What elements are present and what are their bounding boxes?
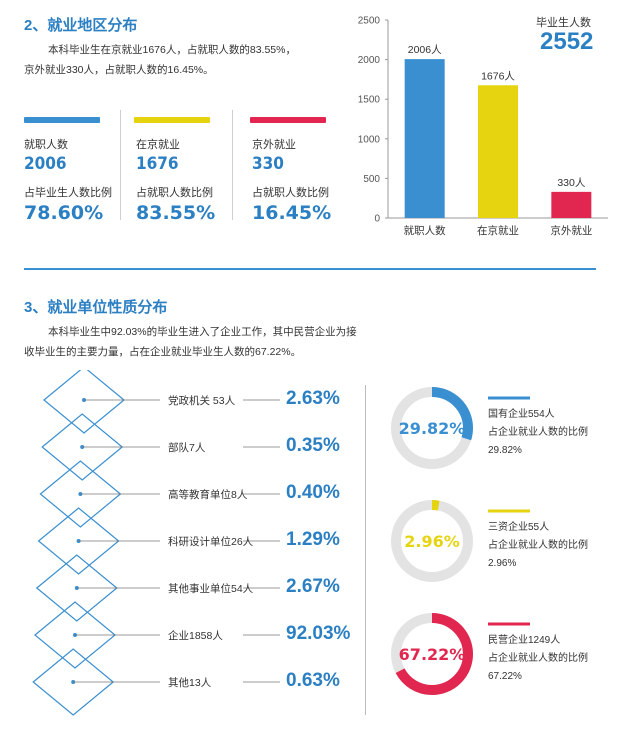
donut-legend-line1: 民营企业1249人 (488, 635, 561, 646)
bar-3 (551, 191, 592, 218)
y-tick-label: 1000 (358, 134, 381, 145)
bar-1 (404, 59, 445, 218)
bar-2 (478, 85, 518, 218)
stat-beijing-ratio-label: 占就职人数比例 (136, 187, 213, 199)
unit-row-label: 高等教育单位8人 (168, 489, 248, 501)
unit-row-label: 部队7人 (168, 442, 206, 454)
right-panel-divider (365, 385, 366, 715)
donut-legend-text: 民营企业1249人占企业就业人数的比例 67.22% (488, 632, 588, 686)
bar-value-label: 330人 (557, 177, 586, 189)
stat-outside-ratio: 16.45% (252, 202, 332, 224)
donut-legend-line3: 67.22% (488, 671, 522, 682)
stat-color-bar-employed (24, 117, 100, 123)
bar-value-label: 1676人 (481, 70, 515, 82)
y-tick-label: 1500 (358, 95, 381, 106)
unit-row-pct: 2.63% (286, 388, 340, 409)
stat-outside-label: 京外就业 (252, 139, 296, 151)
unit-type-diamond-chain (32, 370, 280, 716)
donut-center-pct: 67.22% (399, 645, 466, 664)
unit-row-pct: 2.67% (286, 576, 340, 597)
donut-legend-text: 三资企业55人占企业就业人数的比例 2.96% (488, 519, 588, 573)
y-tick-label: 2000 (358, 55, 381, 66)
donut-legend-line1: 三资企业55人 (488, 522, 550, 533)
stat-color-bar-beijing (134, 117, 210, 123)
enterprise-type-donuts: 29.82% 2.96% 67.22% (391, 387, 530, 695)
unit-row-pct: 0.63% (286, 670, 340, 691)
stat-divider-1 (120, 110, 121, 220)
x-tick-label: 京外就业 (550, 224, 592, 237)
section3-para-line1: 本科毕业生中92.03%的毕业生进入了企业工作，其中民营企业为接 (48, 326, 357, 338)
y-tick-label: 0 (374, 214, 380, 225)
section3-para-line2: 收毕业生的主要力量，占在企业就业毕业生人数的67.22%。 (24, 346, 302, 358)
donut-legend-line1: 国有企业554人 (488, 409, 555, 420)
unit-row-pct: 0.40% (286, 482, 340, 503)
graduates-value: 2552 (540, 28, 594, 55)
x-tick-label: 就职人数 (404, 224, 446, 237)
stat-employed-ratio-label: 占毕业生人数比例 (24, 187, 112, 199)
stat-outside-ratio-label: 占就职人数比例 (252, 187, 329, 199)
stat-beijing-label: 在京就业 (136, 139, 180, 151)
donut-legend-text: 国有企业554人占企业就业人数的比例 29.82% (488, 406, 588, 460)
stat-beijing-value: 1676 (136, 154, 179, 174)
donut-legend-line2: 占企业就业人数的比例 (488, 653, 588, 664)
section2-para-line1: 本科毕业生在京就业1676人，占就职人数的83.55%， (48, 44, 296, 56)
stat-divider-2 (232, 110, 233, 220)
stat-employed-value: 2006 (24, 154, 67, 174)
unit-row-pct: 1.29% (286, 529, 340, 550)
section3-title: 3、就业单位性质分布 (24, 299, 168, 316)
stat-beijing-ratio: 83.55% (136, 202, 216, 224)
unit-row-pct: 92.03% (286, 623, 351, 644)
stat-color-bar-outside (250, 117, 326, 123)
y-tick-label: 500 (363, 174, 380, 185)
donut-legend-line3: 29.82% (488, 445, 522, 456)
donut-legend-line2: 占企业就业人数的比例 (488, 427, 588, 438)
unit-row-pct: 0.35% (286, 435, 340, 456)
x-tick-label: 在京就业 (477, 224, 519, 237)
section2-para-line2: 京外就业330人，占就职人数的16.45%。 (24, 64, 214, 76)
unit-row-label: 其他13人 (168, 677, 212, 689)
donut-value-arc (391, 387, 473, 469)
unit-row-label: 党政机关 53人 (168, 395, 236, 407)
stat-outside-value: 330 (252, 154, 284, 174)
section2-title: 2、就业地区分布 (24, 17, 138, 34)
unit-row-label: 科研设计单位26人 (168, 536, 254, 548)
bar-value-label: 2006人 (408, 44, 442, 56)
donut-center-pct: 29.82% (399, 419, 466, 438)
donut-legend-line3: 2.96% (488, 558, 517, 569)
donut-value-arc (391, 500, 473, 582)
unit-row-label: 其他事业单位54人 (168, 583, 254, 595)
unit-row-label: 企业1858人 (168, 630, 223, 642)
stat-employed-label: 就职人数 (24, 139, 68, 151)
donut-center-pct: 2.96% (404, 532, 460, 551)
donut-legend-line2: 占企业就业人数的比例 (488, 540, 588, 551)
graduates-label: 毕业生人数 (536, 17, 591, 29)
donut-value-arc (391, 613, 473, 695)
section-divider (24, 268, 596, 270)
stat-employed-ratio: 78.60% (24, 202, 104, 224)
y-tick-label: 2500 (358, 16, 381, 27)
